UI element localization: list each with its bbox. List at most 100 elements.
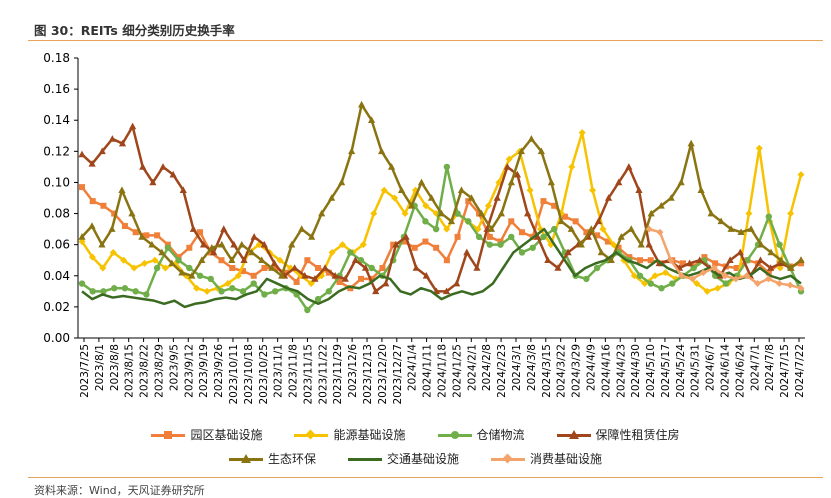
- data-point: [325, 288, 333, 295]
- data-point: [467, 194, 476, 201]
- x-tick-label: 2024/3/22: [556, 344, 568, 398]
- data-point: [208, 243, 216, 251]
- data-point: [764, 275, 772, 283]
- data-point: [721, 272, 729, 280]
- data-point: [717, 217, 725, 225]
- y-tick-label: 0.14: [43, 113, 70, 127]
- data-point: [186, 264, 193, 272]
- data-point: [797, 284, 805, 292]
- data-point: [311, 275, 319, 282]
- data-point: [517, 147, 525, 155]
- data-point: [372, 287, 380, 295]
- data-point: [798, 260, 804, 267]
- data-point: [224, 280, 232, 288]
- data-point: [572, 218, 579, 225]
- data-point: [465, 198, 472, 205]
- data-point: [318, 209, 326, 217]
- data-point: [604, 194, 613, 201]
- x-tick-label: 2023/8/15: [124, 344, 136, 398]
- data-point: [594, 217, 603, 225]
- data-point: [261, 291, 268, 298]
- data-point: [696, 256, 704, 264]
- data-point: [630, 272, 638, 280]
- data-point: [341, 275, 349, 282]
- data-point: [143, 291, 150, 298]
- data-point: [417, 178, 426, 186]
- data-point: [258, 256, 266, 264]
- data-point: [143, 232, 150, 239]
- data-point: [707, 209, 715, 217]
- data-point: [325, 269, 332, 276]
- legend-label: 消费基础设施: [530, 452, 603, 466]
- data-point: [358, 100, 366, 108]
- data-point: [554, 264, 562, 271]
- data-point: [737, 228, 745, 236]
- x-tick-label: 2023/10/18: [243, 344, 255, 405]
- data-point: [523, 209, 532, 217]
- data-point: [328, 194, 336, 201]
- x-tick-label: 2024/4/9: [585, 344, 597, 391]
- data-point: [229, 265, 236, 271]
- data-point: [617, 233, 625, 240]
- data-point: [148, 240, 156, 248]
- data-point: [776, 241, 783, 248]
- data-point: [339, 241, 347, 249]
- data-point: [686, 259, 694, 267]
- data-point: [193, 284, 201, 292]
- data-point: [544, 256, 552, 264]
- x-tick-label: 2024/6/14: [720, 344, 732, 398]
- x-tick-label: 2023/9/19: [198, 344, 210, 398]
- data-point: [88, 222, 96, 229]
- data-point: [786, 281, 794, 289]
- data-point: [278, 271, 286, 279]
- line-chart: 0.18 0.16 0.14 0.12 0.10 0.08 0.06 0.04 0.02 0.00…: [43, 51, 806, 405]
- data-point: [422, 202, 430, 210]
- data-point: [359, 241, 367, 249]
- data-point: [463, 248, 471, 256]
- data-point: [578, 129, 586, 137]
- data-point: [589, 186, 597, 194]
- data-point: [477, 209, 486, 217]
- y-tick-label: 0.10: [43, 175, 70, 189]
- data-point: [307, 280, 315, 288]
- data-point: [100, 288, 107, 295]
- data-point: [437, 209, 446, 217]
- data-point: [141, 259, 149, 267]
- data-point: [99, 264, 107, 272]
- data-point: [534, 233, 542, 240]
- data-point: [457, 186, 466, 194]
- legend-swatch: [437, 430, 472, 440]
- data-point: [669, 280, 676, 287]
- x-tick-label: 2023/8/1: [94, 344, 106, 391]
- data-point: [551, 202, 558, 209]
- data-point: [411, 244, 418, 251]
- data-point: [743, 272, 751, 280]
- data-point: [358, 275, 365, 282]
- data-point: [282, 269, 289, 276]
- data-point: [484, 202, 492, 210]
- data-point: [767, 248, 775, 256]
- data-point: [130, 264, 138, 272]
- x-tick-label: 2024/5/31: [690, 344, 702, 398]
- data-point: [78, 150, 86, 158]
- data-point: [703, 287, 711, 295]
- data-point: [657, 201, 665, 209]
- data-point: [238, 240, 246, 248]
- data-point: [744, 257, 751, 264]
- data-point: [447, 217, 456, 225]
- data-point: [679, 260, 686, 267]
- data-point: [645, 240, 653, 248]
- data-point: [207, 249, 214, 256]
- data-point: [473, 264, 481, 271]
- data-point: [159, 163, 167, 170]
- data-point: [240, 256, 248, 264]
- data-point: [427, 194, 436, 201]
- data-point: [239, 268, 246, 275]
- data-point: [568, 163, 576, 171]
- data-point: [564, 248, 572, 256]
- data-point: [128, 209, 136, 217]
- data-point: [658, 285, 665, 292]
- data-point: [754, 280, 762, 288]
- data-point: [138, 233, 146, 240]
- x-tick-label: 2024/3/29: [571, 344, 583, 398]
